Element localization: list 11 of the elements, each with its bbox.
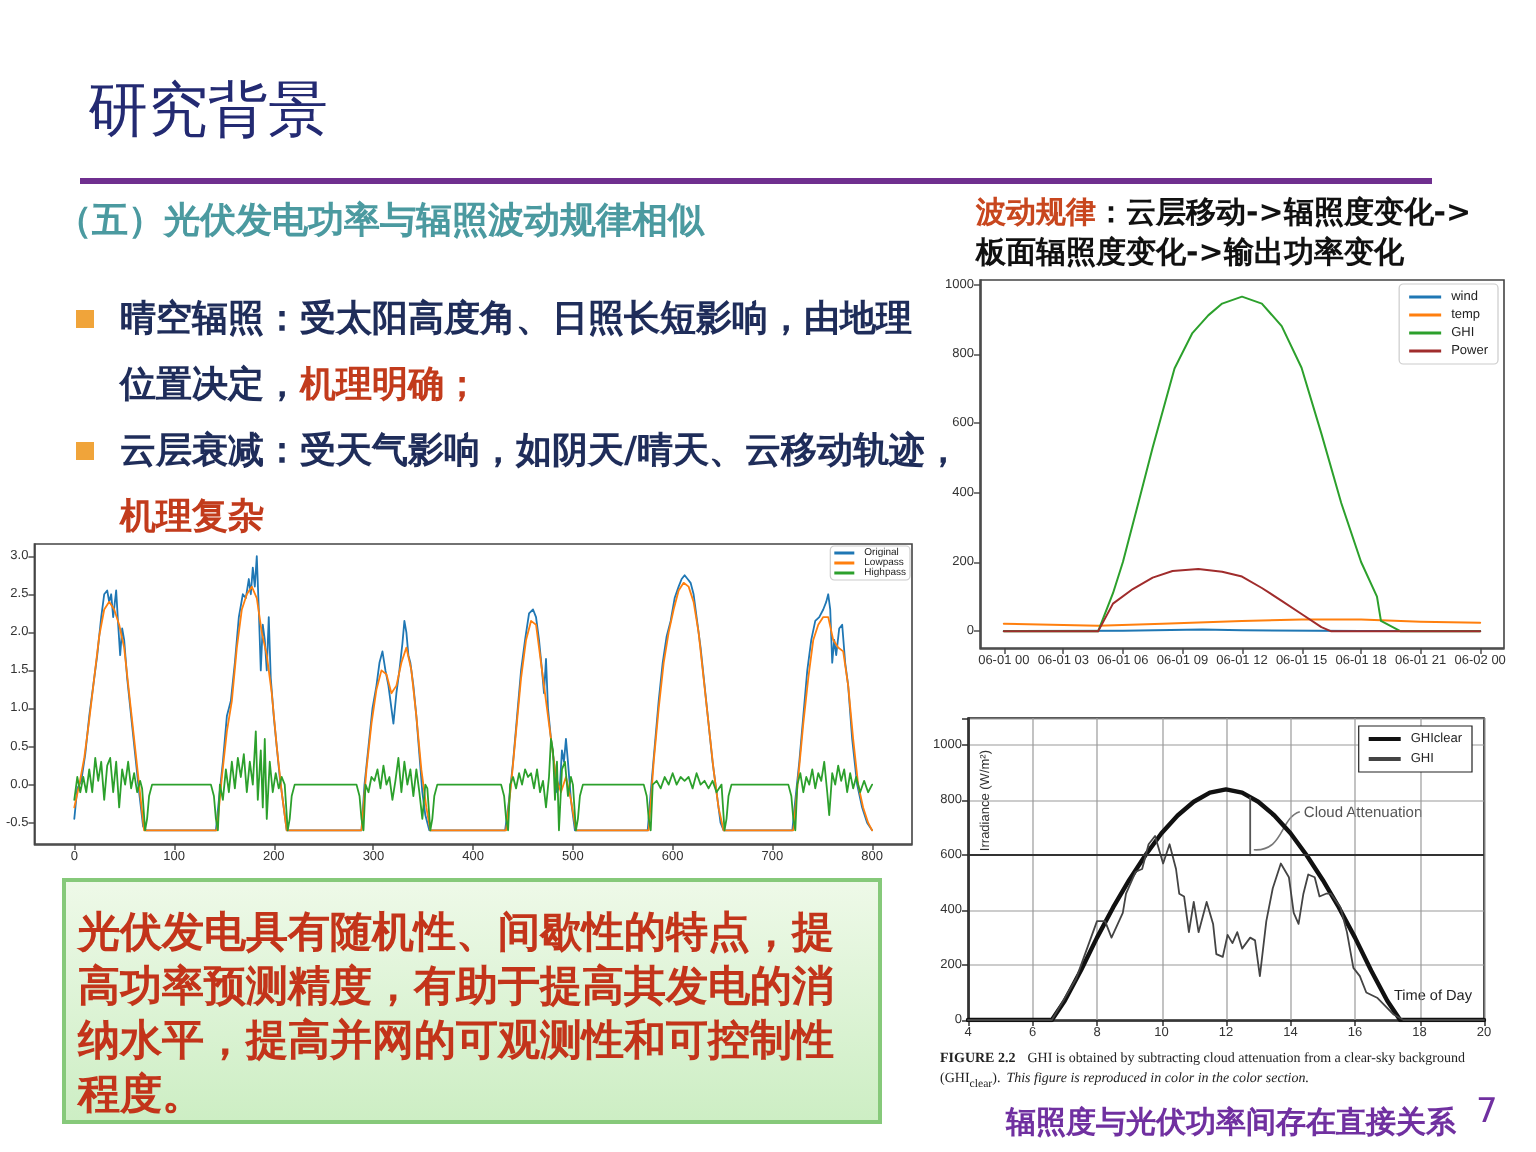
text: 7: [1476, 1092, 1498, 1132]
text: 机理明确；: [300, 364, 480, 406]
text: （五）光伏发电功率与辐照波动规律相似: [56, 200, 704, 244]
text: 机理复杂: [120, 496, 264, 538]
text: 辐照度与光伏功率间存在直接关系: [1006, 1104, 1456, 1140]
text: 位置决定，: [120, 364, 300, 406]
callout-box: 光伏发电具有随机性、间歇性的特点，提高功率预测精度，有助于提高其发电的消纳水平，提高并网的可观测性和可控制性程度。: [62, 878, 882, 1124]
text: 云层衰减：受天气影响，如阴天/晴天、云移动轨迹，: [120, 430, 962, 472]
chart-title: 波动规律：云层移动->辐照度变化->板面辐照度变化->输出功率变化: [976, 194, 1472, 269]
text: 晴空辐照：受太阳高度角、日照长短影响，由地理: [120, 298, 912, 340]
text: 研究背景: [88, 74, 328, 150]
